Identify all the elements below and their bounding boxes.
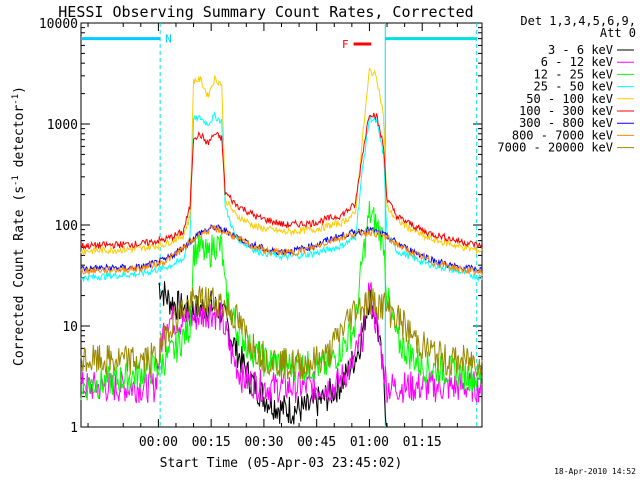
- legend-label-5: 100 - 300 keV: [519, 104, 613, 118]
- timestamp: 18-Apr-2010 14:52: [554, 467, 636, 476]
- y-axis: 1 10 100 1000 10000: [39, 17, 482, 436]
- y-tick-label-3: 1000: [47, 118, 78, 133]
- x-axis: 00:00 00:15 00:30 00:45 01:00 01:15: [87, 23, 458, 450]
- y-label-exp-2: -1: [11, 94, 21, 105]
- x-tick-label-4: 01:00: [350, 435, 389, 450]
- x-tick-label-2: 00:30: [244, 435, 283, 450]
- y-axis-label: Corrected Count Rate (s-1 detector-1): [11, 86, 27, 366]
- y-label-exp-1: -1: [11, 175, 21, 186]
- legend-header-line-2: Att 0: [600, 26, 636, 40]
- x-tick-label-0: 00:00: [139, 435, 178, 450]
- series-line-5: [80, 112, 483, 251]
- legend-label-1: 6 - 12 keV: [541, 55, 613, 69]
- legend-header-line-1: Det 1,3,4,5,6,9,: [520, 14, 636, 28]
- legend-label-8: 7000 - 20000 keV: [497, 141, 613, 155]
- y-label-part-1: Corrected Count Rate (s: [12, 186, 27, 366]
- y-label-part-3: ): [12, 86, 27, 94]
- y-tick-label-0: 1: [70, 421, 78, 436]
- series-line-3: [80, 110, 483, 283]
- x-tick-label-3: 00:45: [297, 435, 336, 450]
- x-tick-label-1: 00:15: [192, 435, 231, 450]
- x-axis-label: Start Time (05-Apr-03 23:45:02): [160, 456, 403, 471]
- legend-label-7: 800 - 7000 keV: [512, 128, 613, 142]
- legend-label-2: 12 - 25 keV: [534, 67, 613, 81]
- legend-label-0: 3 - 6 keV: [548, 43, 613, 57]
- series-line-7: [80, 224, 483, 276]
- legend-label-3: 25 - 50 keV: [534, 80, 613, 94]
- y-label-part-2: detector: [12, 105, 27, 176]
- annotation-label-N: N: [165, 33, 172, 46]
- chart-title: HESSI Observing Summary Count Rates, Cor…: [58, 3, 473, 21]
- series-line-8: [80, 285, 483, 380]
- legend-label-6: 300 - 800 keV: [519, 116, 613, 130]
- y-tick-label-4: 10000: [39, 17, 78, 32]
- data-series: [80, 67, 483, 428]
- x-tick-label-5: 01:15: [403, 435, 442, 450]
- y-tick-label-1: 10: [62, 320, 78, 335]
- annotation-label-F: F: [342, 38, 349, 51]
- series-line-4: [80, 67, 483, 256]
- legend-label-4: 50 - 100 keV: [526, 92, 613, 106]
- y-tick-label-2: 100: [55, 219, 78, 234]
